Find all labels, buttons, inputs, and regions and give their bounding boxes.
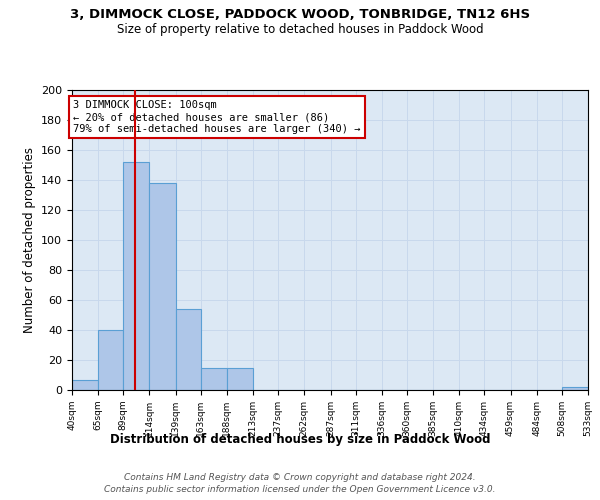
Text: 3, DIMMOCK CLOSE, PADDOCK WOOD, TONBRIDGE, TN12 6HS: 3, DIMMOCK CLOSE, PADDOCK WOOD, TONBRIDG… [70,8,530,20]
Bar [227,368,253,390]
Bar [562,387,588,390]
Text: Distribution of detached houses by size in Paddock Wood: Distribution of detached houses by size … [110,432,490,446]
Bar [176,309,201,390]
Bar [149,183,176,390]
Text: Contains HM Land Registry data © Crown copyright and database right 2024.: Contains HM Land Registry data © Crown c… [124,473,476,482]
Text: Size of property relative to detached houses in Paddock Wood: Size of property relative to detached ho… [116,22,484,36]
Text: Contains public sector information licensed under the Open Government Licence v3: Contains public sector information licen… [104,486,496,494]
Bar [123,162,149,390]
Text: 3 DIMMOCK CLOSE: 100sqm
← 20% of detached houses are smaller (86)
79% of semi-de: 3 DIMMOCK CLOSE: 100sqm ← 20% of detache… [73,100,361,134]
Bar [72,380,98,390]
Bar [98,330,123,390]
Bar [201,368,227,390]
Y-axis label: Number of detached properties: Number of detached properties [23,147,35,333]
